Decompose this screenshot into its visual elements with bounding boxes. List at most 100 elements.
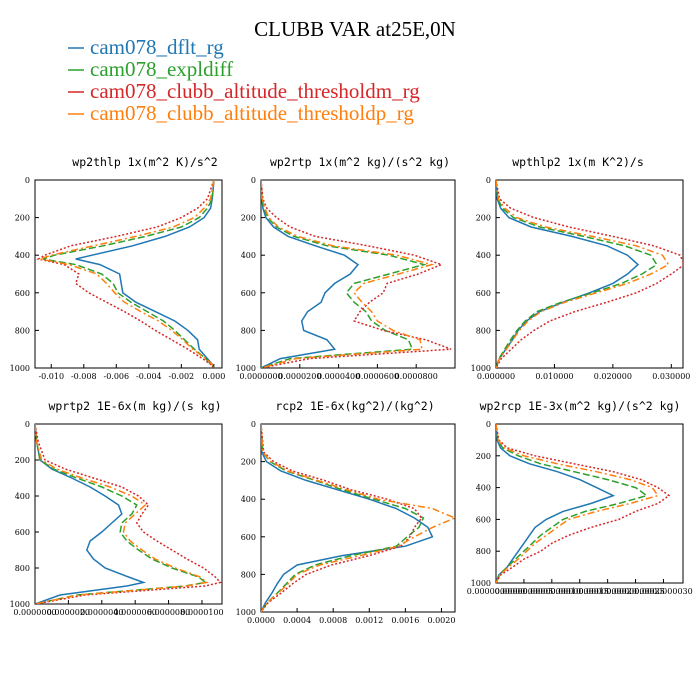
y-tick-label: 200 (241, 458, 256, 467)
x-tick-label: -0.004 (136, 372, 162, 381)
panel-title: wp2rcp 1E-3x(m^2 kg)/(s^2 kg) (480, 399, 681, 413)
chart-panel: wprtp2 1E-6x(m kg)/(s kg) 0 200 400 600 800 10… (10, 399, 224, 617)
x-tick-label: -0.002 (169, 372, 195, 381)
figure-title: CLUBB VAR at25E,0N (254, 17, 456, 41)
series-line-cam078_clubb_altitude_thresholdp_rg (36, 180, 215, 368)
series-line-cam078_dflt_rg (35, 424, 147, 604)
y-tick-label: 800 (15, 564, 30, 573)
x-tick-label: 0.020000 (594, 372, 632, 381)
x-tick-label: 0.0000800 (395, 372, 438, 381)
x-tick-label: 0.0000600 (356, 372, 399, 381)
x-tick-label: -0.006 (103, 372, 129, 381)
series-line-cam078_expldiff (261, 424, 425, 612)
series-line-cam078_dflt_rg (261, 180, 360, 368)
series-line-cam078_expldiff (496, 424, 649, 583)
x-tick-label: 0.000000 (477, 372, 515, 381)
panel-title: rcp2 1E-6x(kg^2)/(kg^2) (275, 399, 434, 413)
y-tick-label: 400 (476, 251, 491, 260)
y-tick-label: 0 (25, 176, 30, 185)
x-tick-label: -0.008 (71, 372, 97, 381)
y-tick-label: 600 (241, 289, 256, 298)
series-line-cam078_dflt_rg (261, 424, 434, 612)
x-tick-label: 0.030000 (652, 372, 690, 381)
x-tick-label: 0.0016 (391, 616, 419, 625)
y-tick-label: 400 (241, 251, 256, 260)
panel-title: wprtp2 1E-6x(m kg)/(s kg) (48, 399, 221, 413)
series-line-cam078_expldiff (35, 424, 208, 604)
plot-frame (34, 179, 223, 369)
y-tick-label: 0 (486, 176, 491, 185)
plot-frame (34, 423, 223, 605)
y-tick-label: 1000 (471, 364, 491, 373)
legend-label: cam078_dflt_rg (90, 35, 224, 59)
y-tick-label: 200 (15, 214, 30, 223)
y-tick-label: 1000 (236, 608, 256, 617)
x-tick-label: 0.000 (202, 372, 225, 381)
y-tick-label: 1000 (10, 364, 30, 373)
y-tick-label: 800 (241, 570, 256, 579)
legend-entry: cam078_expldiff (68, 57, 233, 81)
series-line-cam078_clubb_altitude_thresholdp_rg (261, 180, 435, 368)
panel-grid: wp2thlp 1x(m^2 K)/s^2 0 200 400 600 800 1000 -0… (10, 155, 693, 625)
series-line-cam078_clubb_altitude_thresholdp_rg (35, 424, 209, 604)
series-line-cam078_clubb_altitude_thresholdm_rg (36, 180, 215, 368)
legend-label: cam078_clubb_altitude_thresholdm_rg (90, 79, 420, 103)
y-tick-label: 400 (15, 492, 30, 501)
legend: cam078_dflt_rg cam078_expldiff cam078_cl… (68, 35, 420, 125)
panel-title: wp2thlp 1x(m^2 K)/s^2 (72, 155, 217, 169)
x-tick-label: 0.0000 (247, 616, 275, 625)
series-line-cam078_clubb_altitude_thresholdp_rg (261, 424, 455, 612)
legend-entry: cam078_dflt_rg (68, 35, 224, 59)
y-tick-label: 800 (15, 326, 30, 335)
x-tick-label: 0.0000040 (80, 608, 123, 617)
legend-label: cam078_expldiff (90, 57, 233, 81)
chart-panel: rcp2 1E-6x(kg^2)/(kg^2) 0 200 400 600 800 1000… (236, 399, 456, 625)
y-tick-label: 400 (15, 251, 30, 260)
x-tick-label: 0.0000000020 (578, 587, 637, 596)
x-tick-label: 0.0012 (355, 616, 383, 625)
y-tick-label: 600 (241, 533, 256, 542)
series-line-cam078_dflt_rg (496, 180, 640, 368)
y-tick-label: 1000 (236, 364, 256, 373)
x-tick-label: 0.0000000000 (467, 587, 526, 596)
chart-panel: wp2rtp 1x(m^2 kg)/(s^2 kg) 0 200 400 600 800 1… (236, 155, 456, 381)
x-tick-label: 0.0000000010 (523, 587, 582, 596)
series-line-cam078_expldiff (261, 180, 427, 368)
y-tick-label: 0 (25, 420, 30, 429)
y-tick-label: 200 (241, 214, 256, 223)
y-tick-label: 400 (476, 484, 491, 493)
plot-frame (495, 423, 684, 584)
x-tick-label: 0.0000000 (13, 608, 56, 617)
panel-title: wpthlp2 1x(m K^2)/s (512, 155, 644, 169)
x-tick-label: 0.0000000005 (495, 587, 554, 596)
x-tick-label: 0.0000200 (278, 372, 321, 381)
x-tick-label: 0.0004 (283, 616, 311, 625)
y-tick-label: 600 (15, 289, 30, 298)
series-line-cam078_dflt_rg (75, 180, 215, 368)
x-tick-label: 0.0000100 (180, 608, 223, 617)
series-line-cam078_clubb_altitude_thresholdp_rg (496, 180, 670, 368)
series-line-cam078_expldiff (496, 180, 658, 368)
x-tick-label: 0.0000000030 (634, 587, 693, 596)
plot-frame (260, 423, 456, 613)
y-tick-label: 800 (476, 547, 491, 556)
y-tick-label: 1000 (10, 600, 30, 609)
chart-panel: wp2rcp 1E-3x(m^2 kg)/(s^2 kg) 0 200 400 600 8… (467, 399, 693, 596)
chart-panel: wp2thlp 1x(m^2 K)/s^2 0 200 400 600 800 1000 -0… (10, 155, 226, 381)
y-tick-label: 1000 (471, 579, 491, 588)
x-tick-label: 0.0000000015 (550, 587, 609, 596)
series-line-cam078_clubb_altitude_thresholdm_rg (35, 424, 222, 604)
y-tick-label: 800 (476, 326, 491, 335)
legend-entry: cam078_clubb_altitude_thresholdm_rg (68, 79, 420, 103)
y-tick-label: 600 (476, 289, 491, 298)
x-tick-label: 0.0008 (319, 616, 347, 625)
x-tick-label: 0.0000060 (114, 608, 157, 617)
x-tick-label: 0.010000 (535, 372, 573, 381)
plot-frame (260, 179, 456, 369)
legend-label: cam078_clubb_altitude_thresholdp_rg (90, 101, 414, 125)
y-tick-label: 200 (15, 456, 30, 465)
y-tick-label: 600 (15, 528, 30, 537)
series-line-cam078_clubb_altitude_thresholdm_rg (261, 180, 452, 368)
y-tick-label: 600 (476, 515, 491, 524)
